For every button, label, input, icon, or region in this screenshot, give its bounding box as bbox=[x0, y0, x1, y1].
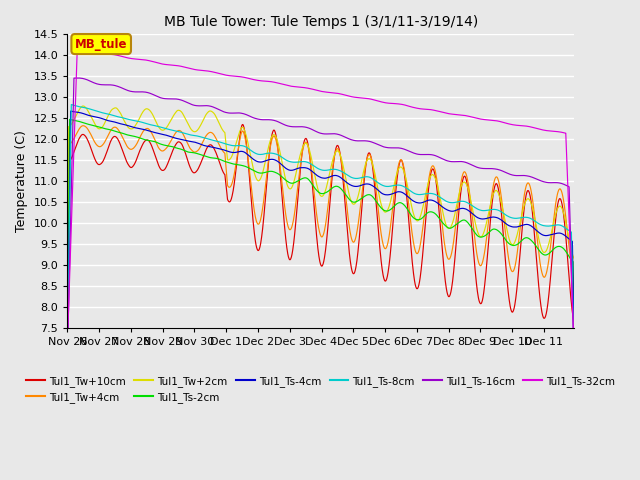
Line: Tul1_Ts-2cm: Tul1_Ts-2cm bbox=[67, 119, 575, 441]
Title: MB Tule Tower: Tule Temps 1 (3/1/11-3/19/14): MB Tule Tower: Tule Temps 1 (3/1/11-3/19… bbox=[164, 15, 478, 29]
Line: Tul1_Ts-8cm: Tul1_Ts-8cm bbox=[67, 105, 575, 430]
Line: Tul1_Ts-32cm: Tul1_Ts-32cm bbox=[67, 48, 575, 381]
Line: Tul1_Tw+2cm: Tul1_Tw+2cm bbox=[67, 106, 575, 404]
Line: Tul1_Tw+4cm: Tul1_Tw+4cm bbox=[67, 126, 575, 418]
Line: Tul1_Tw+10cm: Tul1_Tw+10cm bbox=[67, 124, 575, 445]
Y-axis label: Temperature (C): Temperature (C) bbox=[15, 131, 28, 232]
Line: Tul1_Ts-16cm: Tul1_Ts-16cm bbox=[67, 78, 575, 405]
Legend: Tul1_Tw+10cm, Tul1_Tw+4cm, Tul1_Tw+2cm, Tul1_Ts-2cm, Tul1_Ts-4cm, Tul1_Ts-8cm, T: Tul1_Tw+10cm, Tul1_Tw+4cm, Tul1_Tw+2cm, … bbox=[22, 372, 620, 407]
Line: Tul1_Ts-4cm: Tul1_Ts-4cm bbox=[67, 111, 575, 423]
Text: MB_tule: MB_tule bbox=[75, 37, 127, 50]
